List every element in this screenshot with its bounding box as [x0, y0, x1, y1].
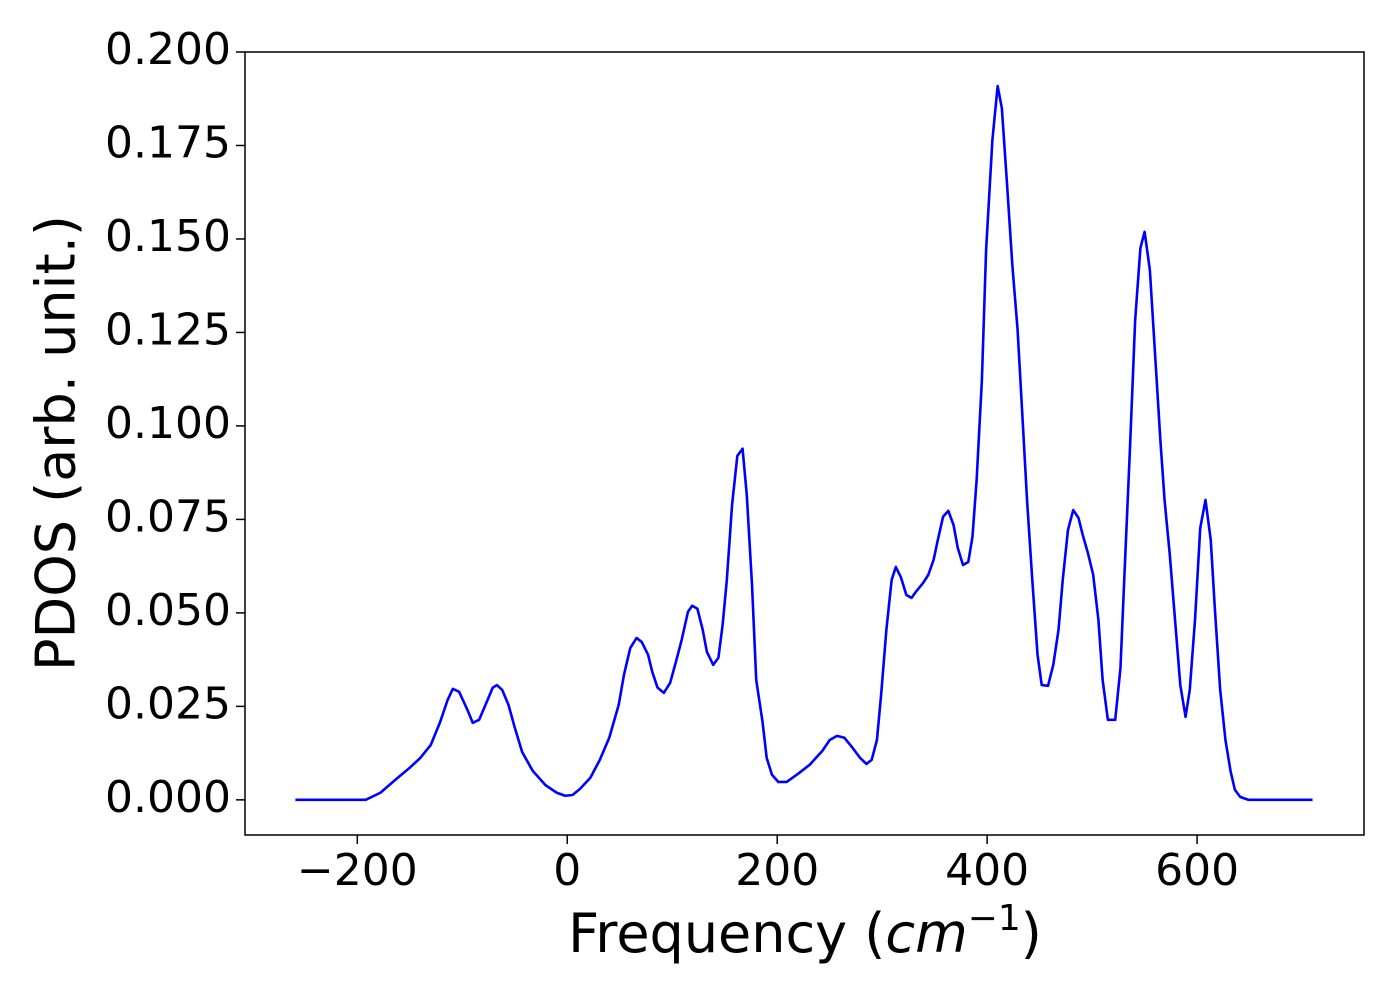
x-tick-label: 0 — [553, 845, 581, 896]
x-tick-label: 600 — [1155, 845, 1239, 896]
x-label-text: ) — [1021, 902, 1042, 965]
data-line — [295, 84, 1313, 802]
x-tick-label: 400 — [945, 845, 1029, 896]
x-tick-label: 200 — [735, 845, 819, 896]
plot-frame — [244, 51, 1365, 836]
y-tick-label: 0.200 — [105, 24, 231, 75]
x-label-unit: cm — [885, 902, 967, 965]
x-axis-label: Frequency (cm−1) — [568, 898, 1042, 965]
y-tick-label: 0.025 — [105, 678, 231, 729]
y-tick-label: 0.050 — [105, 585, 231, 636]
x-tick-label: −200 — [297, 845, 418, 896]
y-tick-label: 0.175 — [105, 117, 231, 168]
x-label-text: Frequency ( — [568, 902, 885, 965]
x-label-exponent: −1 — [968, 898, 1021, 939]
y-tick-label: 0.150 — [105, 211, 231, 262]
y-tick-label: 0.075 — [105, 491, 231, 542]
y-tick-label: 0.100 — [105, 398, 231, 449]
y-axis-label: PDOS (arb. unit.) — [25, 215, 88, 671]
y-tick-label: 0.125 — [105, 304, 231, 355]
y-tick-label: 0.000 — [105, 772, 231, 823]
